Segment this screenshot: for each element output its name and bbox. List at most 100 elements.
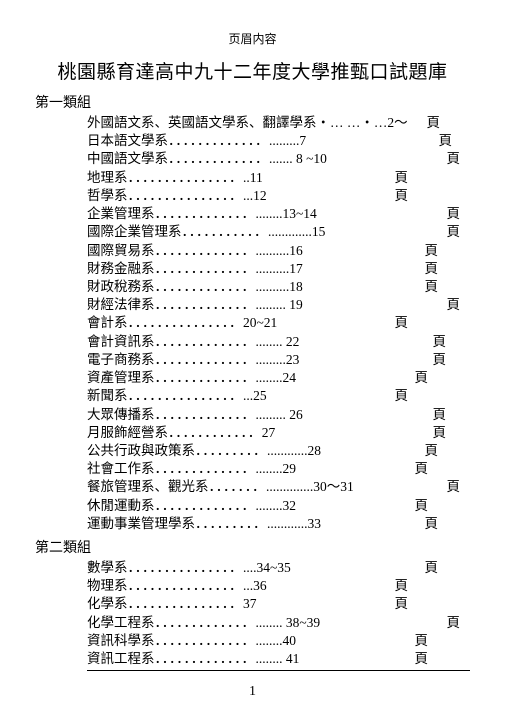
toc-entry: 公共行政與政策系．．．．．．．．． ............28頁 — [87, 442, 470, 460]
entry-name: 數學系 — [87, 559, 128, 577]
toc-entry: 運動事業管理學系．．．．．．．．． ............33頁 — [87, 515, 470, 533]
page-unit: 頁 — [395, 169, 409, 187]
entry-page: ........ 22 — [256, 333, 300, 351]
entry-name: 中國語文學系 — [87, 150, 168, 168]
toc-entry: 會計系．．．．．．．．．．．．．．． 20~21頁 — [87, 314, 470, 332]
entry-dots: ．．．．．．．．．．．．． — [168, 150, 269, 168]
toc-entry: 化學工程系．．．．．．．．．．．．． ........ 38~39頁 — [87, 614, 470, 632]
entry-dots: ．．．．．．．．．．．．．．． — [128, 595, 244, 613]
page-unit: 頁 — [433, 424, 447, 442]
entry-name: 資訊工程系 — [87, 650, 155, 668]
toc-entry: 數學系．．．．．．．．．．．．．．． ....34~35頁 — [87, 559, 470, 577]
entry-name: 外國語文系、英國語文學系、翻譯學系 — [87, 114, 317, 132]
toc-entry: 化學系．．．．．．．．．．．．．．． 37 頁 — [87, 595, 470, 613]
entry-dots: ．．．．．．．．．．． — [182, 223, 269, 241]
toc-entry: 外國語文系、英國語文學系、翻譯學系・… …・…2～頁 — [87, 114, 470, 132]
entry-page: ........24 — [256, 369, 297, 387]
entry-dots: ．．．．．．．．．．．．． — [155, 650, 256, 668]
entry-page: ...36 — [243, 577, 267, 595]
entry-name: 新聞系 — [87, 387, 128, 405]
toc-entry: 月服飾經營系．．．．．．．．．．．． 27頁 — [87, 424, 470, 442]
toc-entry: 餐旅管理系、觀光系．．．．．．． ..............30～31頁 — [87, 478, 470, 496]
entry-page: ..........16 — [256, 242, 303, 260]
page-unit: 頁 — [447, 296, 461, 314]
entry-name: 會計系 — [87, 314, 128, 332]
toc-entry: 哲學系．．．．．．．．．．．．．．． ...12頁 — [87, 187, 470, 205]
toc-entry: 資訊科學系．．．．．．．．．．．．． ........40頁 — [87, 632, 470, 650]
entry-page: ......... 19 — [256, 296, 303, 314]
entry-page: ..............30～31 — [266, 478, 354, 496]
entry-dots: ．．．．．．．．．．．．．．． — [128, 559, 244, 577]
toc-entry: 企業管理系．．．．．．．．．．．．． ........13~14 頁 — [87, 205, 470, 223]
entry-name: 化學工程系 — [87, 614, 155, 632]
entry-dots: ．．．．．．．．．．．．． — [155, 333, 256, 351]
toc-entry: 中國語文學系．．．．．．．．．．．．． ....... 8 ~10頁 — [87, 150, 470, 168]
entry-page: ............28 — [267, 442, 321, 460]
page-unit: 頁 — [425, 515, 439, 533]
page-unit: 頁 — [395, 314, 409, 332]
entry-name: 國際企業管理系 — [87, 223, 182, 241]
entry-dots: ．．．．．．．．．．．．．．． — [128, 577, 244, 595]
entry-name: 化學系 — [87, 595, 128, 613]
entry-page: ....... 8 ~10 — [269, 150, 327, 168]
page-unit: 頁 — [415, 650, 429, 668]
page-unit: 頁 — [395, 387, 409, 405]
entry-name: 月服飾經營系 — [87, 424, 168, 442]
toc-entry: 財務金融系．．．．．．．．．．．．． ..........17頁 — [87, 260, 470, 278]
entry-page: ........29 — [256, 460, 297, 478]
entry-name: 社會工作系 — [87, 460, 155, 478]
entry-name: 資訊科學系 — [87, 632, 155, 650]
entry-page: ...25 — [243, 387, 267, 405]
page-unit: 頁 — [425, 442, 439, 460]
entry-page: ...12 — [243, 187, 267, 205]
entry-dots: ．．．．．．．．．．．．． — [155, 205, 256, 223]
toc-entry: 休閒運動系．．．．．．．．．．．．． ........32頁 — [87, 497, 470, 515]
entry-name: 公共行政與政策系 — [87, 442, 195, 460]
entry-name: 日本語文學系 — [87, 132, 168, 150]
entry-name: 財務金融系 — [87, 260, 155, 278]
entry-page: .........23 — [256, 351, 300, 369]
toc-entry: 會計資訊系．．．．．．．．．．．．． ........ 22頁 — [87, 333, 470, 351]
entry-page: ........ 41 — [256, 650, 300, 668]
entry-name: 國際貿易系 — [87, 242, 155, 260]
entry-page: 20~21 — [243, 314, 277, 332]
entry-dots: ．．．．．．．．．．．．． — [155, 632, 256, 650]
entry-page: ............33 — [267, 515, 321, 533]
entry-dots: ．．．．．．．．．．．．． — [155, 278, 256, 296]
toc-entry: 地理系．．．．．．．．．．．．．．． ..11頁 — [87, 169, 470, 187]
entry-dots: ．．．．．．．．．．．．． — [155, 369, 256, 387]
entry-page: ........ 38~39 — [256, 614, 321, 632]
entry-page: ..11 — [243, 169, 263, 187]
entry-page: 37 — [243, 595, 257, 613]
page-unit: 頁 — [433, 351, 447, 369]
page-unit: 頁 — [447, 614, 461, 632]
entry-name: 企業管理系 — [87, 205, 155, 223]
entry-name: 大眾傳播系 — [87, 406, 155, 424]
entry-dots: ．．．．．．．．． — [195, 515, 267, 533]
section-label: 第二類組 — [35, 537, 470, 557]
page-unit: 頁 — [415, 632, 429, 650]
page-unit: 頁 — [425, 278, 439, 296]
toc-entry: 物理系．．．．．．．．．．．．．．． ...36頁 — [87, 577, 470, 595]
entry-name: 休閒運動系 — [87, 497, 155, 515]
toc-entry: 電子商務系．．．．．．．．．．．．． .........23頁 — [87, 351, 470, 369]
entry-dots: ．．．．．．．．．．．．． — [155, 497, 256, 515]
entry-page: ....34~35 — [243, 559, 291, 577]
toc-entry: 財經法律系．．．．．．．．．．．．． ......... 19頁 — [87, 296, 470, 314]
header-label: 页眉内容 — [35, 30, 470, 47]
entry-page: ........13~14 — [256, 205, 317, 223]
page-unit: 頁 — [415, 460, 429, 478]
page-unit: 頁 — [425, 242, 439, 260]
page-unit: 頁 — [395, 595, 409, 613]
divider — [87, 670, 470, 671]
toc-entry: 大眾傳播系．．．．．．．．．．．．． ......... 26頁 — [87, 406, 470, 424]
entry-name: 財經法律系 — [87, 296, 155, 314]
page-unit: 頁 — [447, 205, 461, 223]
entry-page: ..........17 — [256, 260, 303, 278]
page-unit: 頁 — [415, 369, 429, 387]
entry-dots: ．．．．．．．．．．．．． — [155, 460, 256, 478]
page-unit: 頁 — [447, 223, 461, 241]
entry-dots: ．．．．．．．．．．．．． — [168, 132, 269, 150]
entry-dots: ．．．．．．．．．．．． — [168, 424, 262, 442]
page-unit: 頁 — [447, 478, 461, 496]
